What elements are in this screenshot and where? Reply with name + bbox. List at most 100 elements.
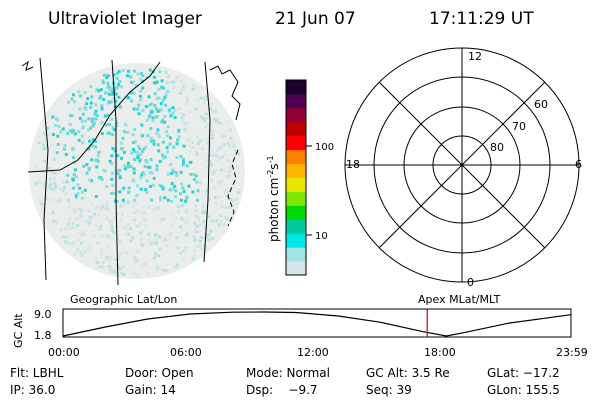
- emission-pixel: [70, 130, 74, 134]
- emission-pixel: [96, 204, 100, 208]
- emission-pixel: [71, 178, 75, 182]
- emission-pixel: [165, 81, 169, 85]
- emission-pixel: [163, 120, 167, 124]
- colorbar-block: [286, 163, 306, 178]
- emission-pixel: [80, 119, 84, 123]
- emission-pixel: [152, 183, 156, 187]
- emission-pixel: [185, 164, 189, 168]
- emission-pixel: [47, 132, 51, 135]
- emission-pixel: [156, 128, 160, 132]
- emission-pixel: [196, 189, 200, 193]
- emission-pixel: [194, 208, 198, 212]
- emission-pixel: [54, 172, 58, 175]
- emission-pixel: [118, 267, 122, 270]
- emission-pixel: [145, 75, 149, 79]
- emission-pixel: [105, 217, 109, 221]
- emission-pixel: [77, 138, 81, 142]
- emission-pixel: [153, 103, 157, 107]
- emission-pixel: [172, 145, 176, 149]
- emission-pixel: [126, 223, 130, 227]
- emission-pixel: [106, 200, 109, 204]
- emission-pixel: [96, 213, 100, 217]
- colorbar-unit-exp1: -2: [266, 170, 275, 178]
- emission-pixel: [156, 109, 160, 113]
- emission-pixel: [120, 141, 124, 145]
- emission-pixel: [165, 146, 169, 150]
- emission-pixel: [104, 207, 108, 211]
- emission-pixel: [196, 198, 199, 202]
- emission-pixel: [164, 155, 167, 159]
- emission-pixel: [66, 223, 70, 227]
- emission-pixel: [110, 117, 114, 121]
- emission-pixel: [110, 177, 114, 181]
- emission-pixel: [52, 218, 56, 222]
- emission-pixel: [112, 73, 116, 77]
- emission-pixel: [148, 165, 152, 169]
- emission-pixel: [159, 198, 162, 202]
- emission-pixel: [184, 221, 188, 225]
- emission-pixel: [90, 144, 94, 148]
- mlat-label-80: 80: [490, 141, 504, 154]
- emission-pixel: [42, 143, 46, 147]
- emission-pixel: [120, 156, 123, 160]
- emission-pixel: [118, 239, 122, 243]
- emission-pixel: [181, 119, 184, 123]
- emission-pixel: [120, 213, 124, 216]
- emission-pixel: [194, 215, 198, 219]
- emission-pixel: [184, 199, 188, 203]
- emission-pixel: [226, 195, 230, 199]
- emission-pixel: [172, 80, 176, 84]
- emission-pixel: [171, 213, 175, 217]
- emission-pixel: [104, 91, 108, 95]
- emission-pixel: [178, 205, 182, 209]
- emission-pixel: [81, 141, 85, 145]
- emission-pixel: [77, 231, 81, 235]
- status-dsp: Dsp: −9.7: [246, 383, 318, 397]
- emission-pixel: [88, 178, 92, 182]
- emission-pixel: [63, 240, 67, 244]
- emission-pixel: [83, 91, 87, 95]
- emission-pixel: [137, 112, 141, 116]
- emission-pixel: [63, 144, 67, 147]
- emission-pixel: [52, 158, 56, 161]
- timeline-frame: [62, 308, 572, 338]
- emission-pixel: [70, 97, 74, 101]
- xtick-0000: 00:00: [48, 346, 80, 359]
- emission-pixel: [192, 177, 196, 181]
- emission-pixel: [51, 115, 55, 119]
- emission-pixel: [49, 182, 53, 186]
- emission-pixel: [217, 156, 221, 160]
- emission-pixel: [85, 171, 89, 175]
- emission-pixel: [212, 237, 215, 240]
- emission-pixel: [166, 150, 170, 154]
- emission-pixel: [121, 201, 125, 205]
- coastline-2: [209, 65, 241, 121]
- emission-pixel: [149, 158, 153, 162]
- emission-pixel: [124, 123, 128, 127]
- emission-pixel: [218, 146, 222, 150]
- emission-pixel: [73, 132, 77, 136]
- emission-pixel: [165, 268, 169, 272]
- emission-pixel: [238, 188, 242, 191]
- emission-pixel: [100, 121, 104, 124]
- emission-pixel: [122, 130, 126, 134]
- emission-pixel: [67, 226, 71, 230]
- emission-pixel: [153, 256, 156, 260]
- colorbar-unit: photon cm: [267, 178, 281, 242]
- emission-pixel: [192, 248, 196, 252]
- image-date: 21 Jun 07: [275, 9, 356, 29]
- emission-pixel: [43, 139, 46, 143]
- emission-pixel: [78, 207, 82, 211]
- emission-pixel: [235, 197, 239, 201]
- emission-pixel: [80, 251, 84, 254]
- emission-pixel: [176, 130, 180, 134]
- emission-pixel: [111, 133, 114, 137]
- emission-pixel: [184, 246, 188, 250]
- emission-pixel: [223, 222, 227, 226]
- emission-pixel: [144, 188, 148, 192]
- emission-pixel: [110, 229, 114, 233]
- emission-pixel: [204, 112, 208, 116]
- emission-pixel: [94, 195, 98, 198]
- emission-pixel: [94, 139, 98, 143]
- emission-pixel: [132, 107, 136, 111]
